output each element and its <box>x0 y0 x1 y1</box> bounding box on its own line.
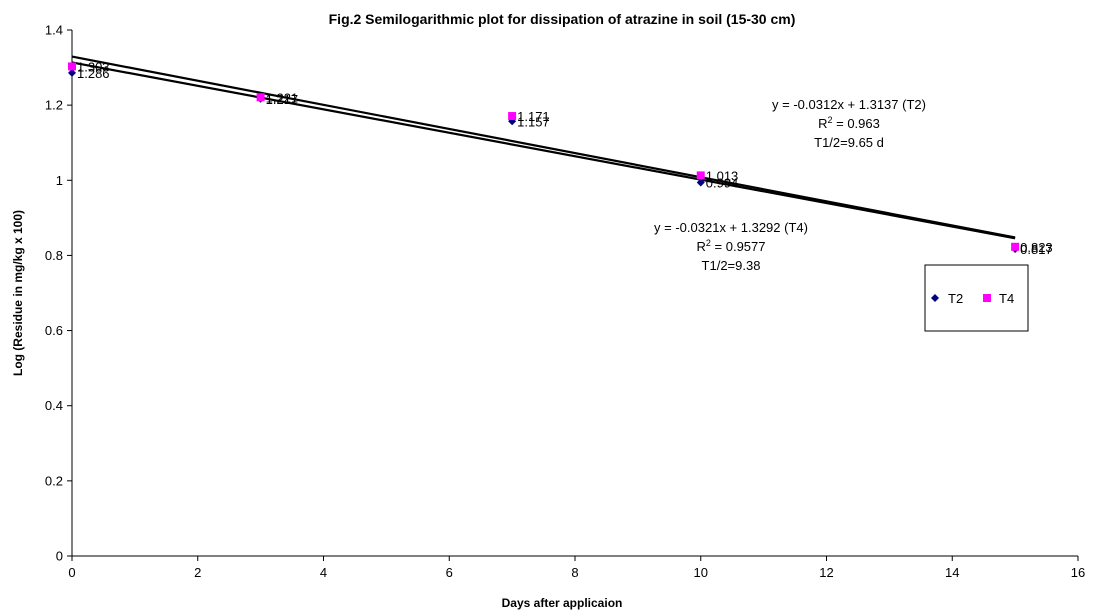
data-label-t4: 1.171 <box>517 109 550 124</box>
data-label-t4: 1.303 <box>77 59 110 74</box>
data-point-t2 <box>68 68 76 77</box>
x-tick-label: 16 <box>1071 565 1085 580</box>
trendline-annotation-t4: T1/2=9.38 <box>702 258 761 273</box>
legend-marker-t2 <box>931 294 939 302</box>
y-tick-label: 1.4 <box>45 23 63 38</box>
x-tick-label: 2 <box>194 565 201 580</box>
x-axis-title: Days after applicaion <box>502 596 623 610</box>
plot-area: 00.20.40.60.811.21.40 2 4 6 8 10 12 14 161.2861.… <box>45 23 1085 581</box>
legend-label-t4: T4 <box>999 291 1014 306</box>
y-tick-label: 0.6 <box>45 323 63 338</box>
y-tick-label: 1.2 <box>45 98 63 113</box>
trendline-annotation-t4: R2 = 0.9577 <box>697 238 766 254</box>
y-tick-label: 0.4 <box>45 398 63 413</box>
trendline-annotation-t2: R2 = 0.963 <box>818 115 880 131</box>
legend-box <box>924 264 1029 332</box>
data-label-t2: 1.286 <box>77 66 110 81</box>
trendline-annotation-t2: y = -0.0312x + 1.3137 (T2) <box>772 97 926 112</box>
trendline-t4 <box>71 55 1016 239</box>
y-tick-label: 0.8 <box>45 248 63 263</box>
data-point-t4 <box>508 112 517 121</box>
data-point-t2 <box>696 178 705 187</box>
x-tick-label: 12 <box>819 565 833 580</box>
legend-marker-t4 <box>983 294 991 302</box>
data-label-t4: 1.013 <box>706 168 739 183</box>
data-point-t4 <box>68 62 76 71</box>
y-tick-label: 0.2 <box>45 473 63 488</box>
legend-label-t2: T2 <box>948 291 963 306</box>
data-label-t2: 1.157 <box>517 114 550 129</box>
x-tick-label: 6 <box>446 565 453 580</box>
y-tick-label: 0 <box>56 549 63 564</box>
x-tick-label: 4 <box>320 565 327 580</box>
data-label-t2: 1.217 <box>266 92 299 107</box>
y-axis-title: Log (Residue in mg/kg x 100) <box>11 210 25 376</box>
x-tick-label: 0 <box>68 565 75 580</box>
trendline-annotation-t4: y = -0.0321x + 1.3292 (T4) <box>654 220 808 235</box>
x-tick-label: 10 <box>694 565 708 580</box>
data-point-t4 <box>696 171 705 180</box>
data-label-t2: 0.994 <box>706 176 739 191</box>
trendline-annotation-t2: T1/2=9.65 d <box>814 135 884 150</box>
data-label-t4: 0.823 <box>1020 240 1053 255</box>
data-label-t2: 0.817 <box>1020 242 1053 257</box>
x-tick-label: 8 <box>571 565 578 580</box>
data-point-t4 <box>1011 242 1020 251</box>
y-tick-label: 1 <box>56 173 63 188</box>
trendline-t2 <box>71 61 1016 240</box>
chart-title: Fig.2 Semilogarithmic plot for dissipati… <box>329 11 796 27</box>
series-t2: 1.286 1.217 1.157 0.994 0.817 <box>68 66 1053 257</box>
x-tick-label: 14 <box>945 565 959 580</box>
data-point-t4 <box>256 93 265 102</box>
data-label-t4: 1.221 <box>266 90 299 105</box>
series-t4: 1.303 1.221 1.171 1.013 0.823 <box>68 59 1053 255</box>
legend: T2 T4 <box>924 264 1029 332</box>
